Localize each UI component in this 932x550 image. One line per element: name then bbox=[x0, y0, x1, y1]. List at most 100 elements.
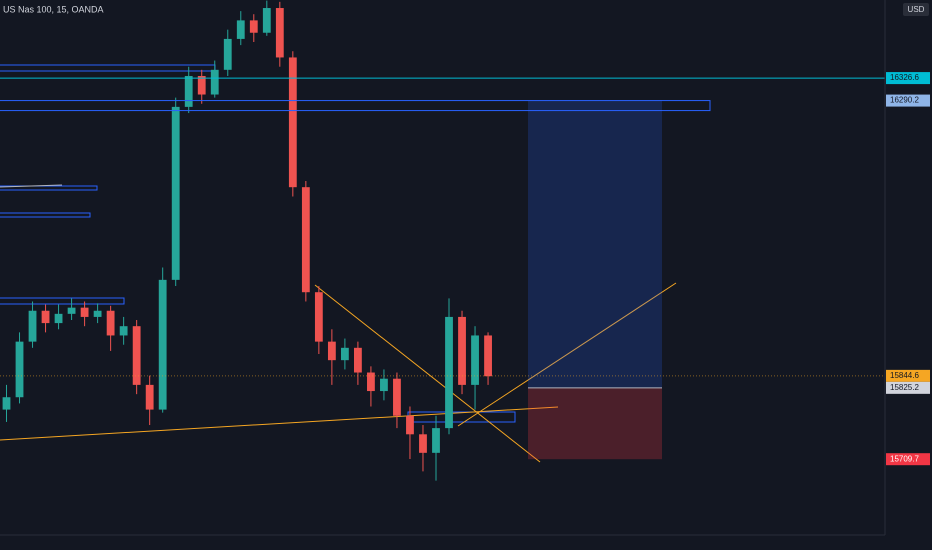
candle bbox=[171, 97, 180, 287]
candle bbox=[327, 329, 336, 385]
candle-body bbox=[367, 372, 375, 392]
candle bbox=[210, 60, 219, 98]
candle bbox=[158, 267, 167, 413]
candle-body bbox=[171, 106, 180, 280]
candle-body bbox=[67, 307, 76, 314]
candle-body bbox=[132, 326, 141, 385]
candle-body bbox=[354, 347, 362, 373]
trend-line bbox=[457, 282, 677, 427]
price-badge-label: 16290.2 bbox=[890, 96, 919, 105]
candle-body bbox=[119, 326, 128, 336]
price-badge bbox=[886, 369, 930, 382]
candle bbox=[354, 341, 362, 385]
candle bbox=[393, 372, 401, 429]
candle-body bbox=[419, 434, 427, 453]
candle bbox=[275, 1, 284, 67]
currency-label: USD bbox=[908, 5, 925, 14]
candle-body bbox=[15, 341, 24, 398]
price-badge bbox=[886, 72, 930, 85]
zone-box bbox=[0, 185, 98, 191]
price-badge bbox=[886, 453, 930, 466]
candle bbox=[340, 338, 349, 370]
candle-body bbox=[93, 310, 102, 317]
candle-body bbox=[314, 292, 323, 342]
stop-zone bbox=[528, 387, 662, 460]
candle-body bbox=[432, 428, 440, 453]
price-badge-label: 15709.7 bbox=[890, 454, 919, 463]
candle-body bbox=[158, 279, 167, 410]
candle bbox=[145, 375, 154, 426]
currency-badge[interactable] bbox=[903, 3, 929, 16]
candle bbox=[184, 66, 193, 114]
target-zone bbox=[528, 100, 662, 388]
price-badge-label: 15844.6 bbox=[890, 371, 919, 380]
candle bbox=[119, 316, 128, 345]
candle-body bbox=[262, 8, 271, 33]
candle bbox=[28, 301, 37, 348]
candle bbox=[80, 301, 89, 327]
candle bbox=[197, 69, 206, 104]
candle-body bbox=[301, 187, 310, 293]
candle-body bbox=[184, 75, 193, 107]
candle-body bbox=[2, 397, 11, 410]
trend-line bbox=[314, 284, 541, 463]
candle-body bbox=[406, 415, 414, 435]
price-badge bbox=[886, 94, 930, 107]
zone-box bbox=[0, 212, 91, 218]
candle bbox=[93, 303, 102, 324]
candle bbox=[380, 369, 388, 401]
candle-body bbox=[197, 75, 206, 95]
zone-box bbox=[0, 100, 711, 112]
candle bbox=[236, 11, 245, 46]
candle bbox=[2, 384, 11, 422]
price-badge-label: 15825.2 bbox=[890, 383, 919, 392]
candle-body bbox=[28, 310, 37, 342]
candle-body bbox=[210, 69, 219, 95]
candle-body bbox=[380, 378, 388, 392]
candle-body bbox=[458, 316, 466, 385]
candle bbox=[106, 305, 115, 351]
candle-body bbox=[236, 20, 245, 39]
candle-body bbox=[54, 313, 63, 324]
candle bbox=[419, 425, 427, 472]
candle bbox=[15, 332, 24, 404]
candle bbox=[262, 0, 271, 36]
candle-body bbox=[106, 310, 115, 336]
candle bbox=[367, 366, 375, 407]
candle bbox=[54, 304, 63, 330]
candle-body bbox=[223, 38, 232, 70]
zone-box bbox=[0, 297, 125, 305]
candle bbox=[223, 29, 232, 76]
price-badge bbox=[886, 381, 930, 394]
candle bbox=[41, 304, 50, 333]
candle-body bbox=[393, 378, 401, 416]
candle bbox=[406, 406, 414, 460]
candle bbox=[471, 326, 479, 410]
candle bbox=[458, 310, 466, 395]
candle-body bbox=[249, 20, 258, 33]
candle bbox=[249, 14, 258, 43]
candle-body bbox=[340, 347, 349, 361]
candle bbox=[445, 298, 453, 435]
small-line bbox=[0, 184, 63, 188]
candle bbox=[432, 415, 440, 481]
candle-body bbox=[41, 310, 50, 324]
candle-body bbox=[471, 335, 479, 385]
trend-line bbox=[0, 406, 559, 441]
candle bbox=[301, 181, 310, 302]
candle-body bbox=[80, 307, 89, 317]
candle-body bbox=[288, 57, 297, 188]
candle bbox=[484, 332, 492, 385]
candle-body bbox=[145, 384, 154, 410]
candle bbox=[67, 298, 76, 321]
price-badge-label: 16326.6 bbox=[890, 73, 919, 82]
candle bbox=[132, 320, 141, 395]
candle-body bbox=[275, 8, 284, 58]
candle bbox=[314, 286, 323, 354]
chart-title: US Nas 100, 15, OANDA bbox=[3, 4, 104, 14]
candle-body bbox=[484, 335, 492, 377]
candle-body bbox=[327, 341, 336, 361]
candle bbox=[288, 51, 297, 197]
